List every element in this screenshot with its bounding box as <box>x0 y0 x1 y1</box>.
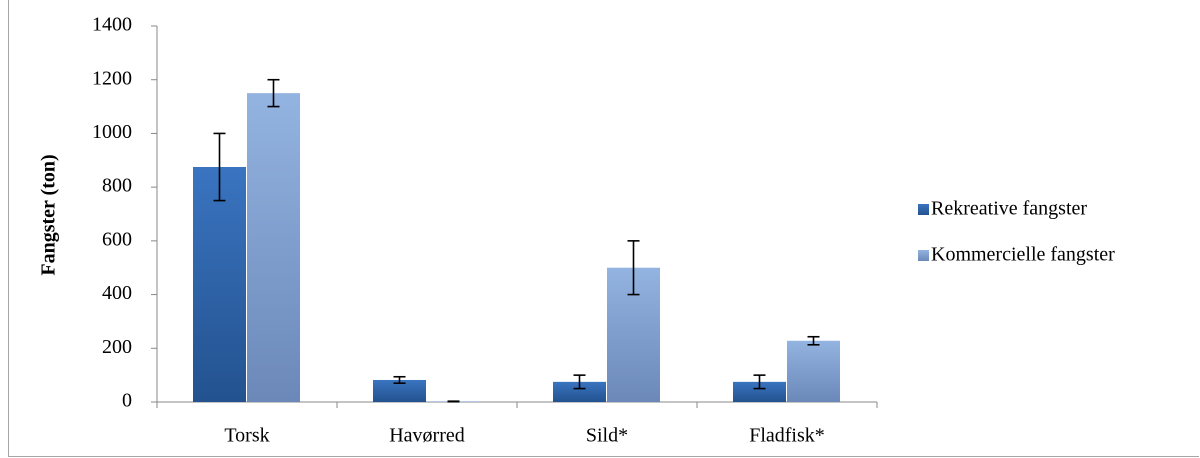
x-tick-label: Sild* <box>586 425 628 447</box>
bar-rekreative <box>553 381 606 402</box>
y-axis-title: Fangster (ton) <box>38 154 60 275</box>
y-tick-label: 800 <box>102 175 132 197</box>
x-axis-labels: Torsk Havørred Sild* Fladfisk* <box>224 425 824 447</box>
y-tick-label: 400 <box>102 282 132 304</box>
bars <box>193 93 840 403</box>
legend-swatch-kommercielle <box>918 250 929 261</box>
bar-kommercielle <box>247 93 300 403</box>
legend: Rekreative fangster Kommercielle fangste… <box>918 198 1115 266</box>
y-tick-label: 0 <box>122 390 132 412</box>
error-bars <box>213 78 820 403</box>
bar-kommercielle <box>787 340 840 402</box>
legend-item-kommercielle: Kommercielle fangster <box>918 244 1115 266</box>
y-tick-label: 600 <box>102 228 132 250</box>
legend-item-rekreative: Rekreative fangster <box>918 198 1087 220</box>
legend-label-kommercielle: Kommercielle fangster <box>931 244 1115 266</box>
y-tick-label: 200 <box>102 336 132 358</box>
legend-swatch-rekreative <box>918 204 929 215</box>
y-tick-label: 1200 <box>92 67 132 89</box>
chart-frame <box>8 0 1199 457</box>
bar-rekreative <box>733 381 786 402</box>
legend-label-rekreative: Rekreative fangster <box>931 198 1087 220</box>
bar-rekreative <box>373 379 426 402</box>
y-tick-label: 1400 <box>92 14 132 36</box>
x-tick-label: Havørred <box>389 425 465 447</box>
y-axis-ticks: 0 200 400 600 800 1000 1200 1400 <box>92 14 157 412</box>
y-tick-label: 1000 <box>92 121 132 143</box>
x-tick-label: Torsk <box>224 425 269 447</box>
bar-rekreative <box>193 167 246 402</box>
x-tick-label: Fladfisk* <box>749 425 825 447</box>
